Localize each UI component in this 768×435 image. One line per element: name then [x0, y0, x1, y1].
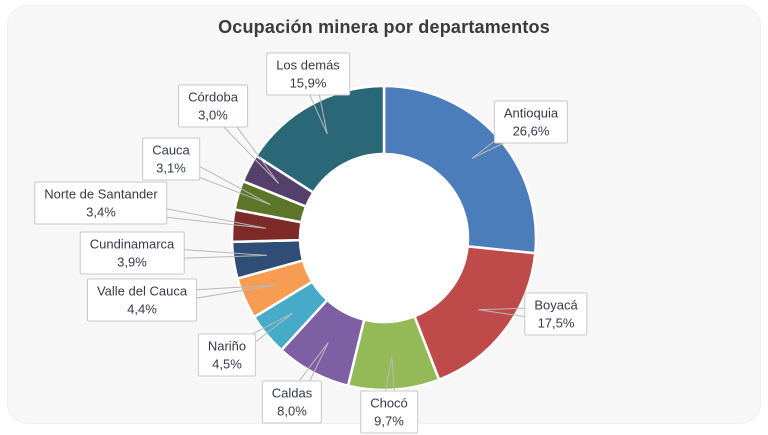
donut-hole — [301, 155, 467, 321]
chart-card: Ocupación minera por departamentos Antio… — [7, 5, 761, 424]
donut-chart — [8, 6, 768, 435]
chart-title: Ocupación minera por departamentos — [8, 17, 760, 38]
